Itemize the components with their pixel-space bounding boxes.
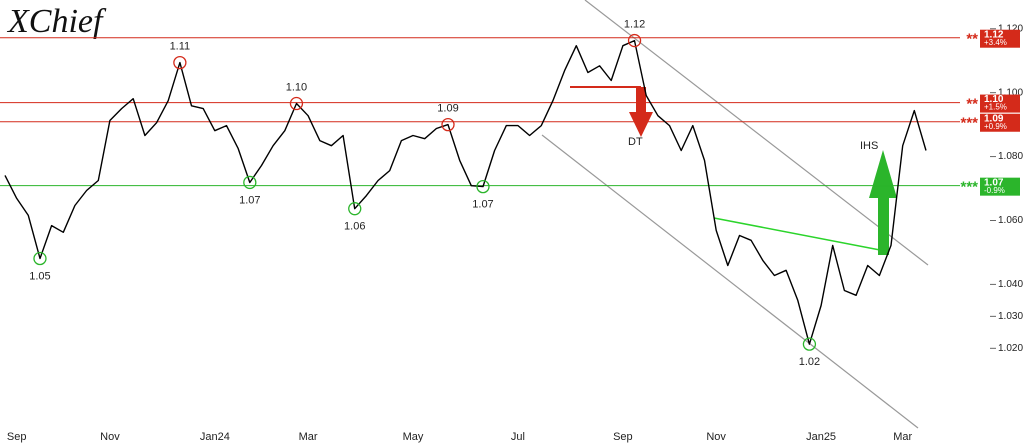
level-label: 1.09 bbox=[984, 113, 1004, 124]
price-line bbox=[4, 39, 927, 345]
pivot-label: 1.07 bbox=[239, 194, 260, 206]
x-tick-label: Sep bbox=[7, 431, 27, 443]
pivot-label: 1.12 bbox=[624, 18, 645, 30]
level-label: 1.07 bbox=[984, 177, 1004, 188]
pivot-marker bbox=[627, 33, 642, 48]
dt-label: DT bbox=[628, 136, 643, 148]
y-tick-label: 1.020 bbox=[998, 343, 1023, 354]
logo: XChief bbox=[6, 3, 107, 40]
pivot-label: 1.06 bbox=[344, 221, 365, 233]
y-tick-label: 1.120 bbox=[998, 23, 1023, 34]
level-stars: ** bbox=[966, 31, 978, 48]
level-change: +0.9% bbox=[984, 122, 1007, 131]
level-stars: *** bbox=[960, 115, 978, 132]
level-change: +1.5% bbox=[984, 103, 1007, 112]
plot: 1.020 1.030 1.040 1.060 1.080 1.100 1.120 Sep No… bbox=[0, 18, 1023, 443]
pivot-marker bbox=[441, 117, 455, 132]
pivot-label: 1.07 bbox=[472, 199, 493, 211]
pivot-marker bbox=[802, 337, 817, 351]
channel-line bbox=[541, 134, 919, 429]
pivot-label: 1.11 bbox=[170, 41, 191, 53]
level-label: 1.10 bbox=[984, 94, 1004, 105]
x-tick-label: Sep bbox=[613, 431, 633, 443]
level-box bbox=[980, 177, 1020, 196]
pivot-label: 1.10 bbox=[286, 81, 307, 93]
level-stars: *** bbox=[960, 179, 978, 196]
level-change: -0.9% bbox=[984, 186, 1005, 195]
pivot-label: 1.02 bbox=[799, 356, 820, 368]
pivot-marker bbox=[173, 55, 187, 70]
pivot-marker bbox=[348, 202, 362, 216]
level-stars: ** bbox=[966, 96, 978, 113]
x-tick-label: Jan24 bbox=[200, 431, 230, 443]
ihs-label: IHS bbox=[860, 140, 878, 152]
x-tick-label: Nov bbox=[706, 431, 726, 443]
pivot-marker bbox=[33, 251, 47, 266]
neckline bbox=[713, 217, 881, 251]
pivot-marker bbox=[476, 179, 490, 194]
x-tick-label: Nov bbox=[100, 431, 120, 443]
level-box bbox=[980, 29, 1020, 48]
y-tick-label: 1.030 bbox=[998, 311, 1023, 322]
ihs-arrow bbox=[869, 150, 897, 255]
y-tick-label: 1.100 bbox=[998, 87, 1023, 98]
x-tick-label: Mar bbox=[299, 431, 318, 443]
y-tick-label: 1.040 bbox=[998, 279, 1023, 290]
y-tick-label: 1.060 bbox=[998, 215, 1023, 226]
pivot-marker bbox=[289, 96, 304, 111]
y-tick-label: 1.080 bbox=[998, 151, 1023, 162]
x-tick-label: Mar bbox=[893, 431, 912, 443]
x-tick-label: Jan25 bbox=[806, 431, 836, 443]
level-change: +3.4% bbox=[984, 38, 1007, 47]
level-label: 1.12 bbox=[984, 29, 1004, 40]
level-box bbox=[980, 94, 1020, 113]
x-tick-label: May bbox=[403, 431, 424, 443]
pivot-marker bbox=[243, 175, 257, 190]
level-box bbox=[980, 113, 1020, 132]
dt-arrow bbox=[629, 87, 653, 137]
channel-line bbox=[584, 0, 929, 266]
pivot-label: 1.05 bbox=[29, 270, 50, 282]
pivot-label: 1.09 bbox=[437, 103, 458, 115]
x-tick-label: Jul bbox=[511, 431, 525, 443]
